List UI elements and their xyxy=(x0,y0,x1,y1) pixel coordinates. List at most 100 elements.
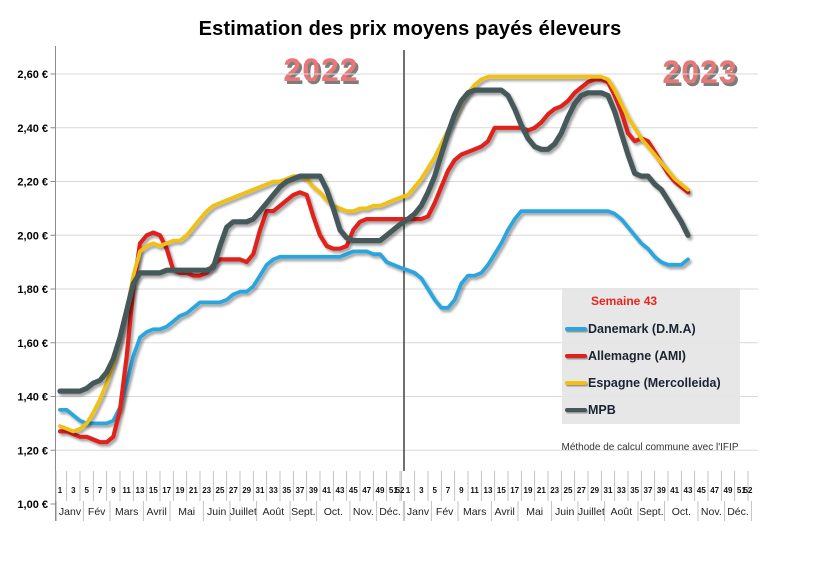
svg-text:51: 51 xyxy=(737,486,746,495)
svg-text:52: 52 xyxy=(396,486,405,495)
svg-text:7: 7 xyxy=(98,486,103,495)
svg-text:33: 33 xyxy=(269,486,278,495)
svg-text:13: 13 xyxy=(136,486,145,495)
svg-text:1: 1 xyxy=(406,486,411,495)
svg-text:15: 15 xyxy=(497,486,506,495)
legend-title: Semaine 43 xyxy=(591,294,658,308)
svg-text:43: 43 xyxy=(336,486,345,495)
series-mpb xyxy=(57,87,691,394)
month-labels: Janv Fév Mars Avril Mai Juin Juillet Août Sept. O… xyxy=(56,501,752,521)
svg-text:2,60 €: 2,60 € xyxy=(17,69,48,81)
mpb-line-swatch xyxy=(565,407,587,412)
svg-text:49: 49 xyxy=(724,486,733,495)
svg-text:Août: Août xyxy=(611,506,633,518)
svg-text:15: 15 xyxy=(149,486,158,495)
svg-text:1,00 €: 1,00 € xyxy=(17,499,48,511)
svg-text:Mai: Mai xyxy=(178,506,195,518)
svg-text:52: 52 xyxy=(744,486,753,495)
svg-text:47: 47 xyxy=(362,486,371,495)
legend-item-espagne: Espagne (Mercolleida) xyxy=(565,369,740,396)
svg-text:35: 35 xyxy=(282,486,291,495)
svg-text:17: 17 xyxy=(162,486,171,495)
svg-text:29: 29 xyxy=(590,486,599,495)
week-tick-labels: 1 3 5 7 9 11 13 15 17 19 21 23 25 27 29 31 33 35 37 39 41 43 4… xyxy=(58,486,753,495)
danemark-line-swatch xyxy=(565,326,587,331)
svg-text:Avril: Avril xyxy=(147,506,167,518)
svg-text:25: 25 xyxy=(564,486,573,495)
svg-text:2,20 €: 2,20 € xyxy=(17,177,48,189)
svg-text:29: 29 xyxy=(242,486,251,495)
legend-label: Danemark (D.M.A) xyxy=(588,321,696,336)
footnote: Méthode de calcul commune avec l'IFIP xyxy=(561,442,739,453)
svg-text:Déc.: Déc. xyxy=(727,506,749,518)
svg-text:21: 21 xyxy=(537,486,546,495)
svg-text:2,00 €: 2,00 € xyxy=(17,230,48,242)
svg-text:47: 47 xyxy=(710,486,719,495)
svg-text:45: 45 xyxy=(697,486,706,495)
svg-text:1,80 €: 1,80 € xyxy=(17,284,48,296)
legend-item-danemark: Danemark (D.M.A) xyxy=(565,315,740,342)
year-label-2022: 2022 xyxy=(283,52,359,88)
svg-text:37: 37 xyxy=(296,486,305,495)
svg-text:3: 3 xyxy=(419,486,424,495)
svg-text:Nov.: Nov. xyxy=(353,506,374,518)
svg-text:Janv: Janv xyxy=(407,506,430,518)
series-espagne-mercolleida xyxy=(58,74,690,434)
svg-text:11: 11 xyxy=(470,486,479,495)
svg-text:11: 11 xyxy=(122,486,131,495)
svg-text:Juin: Juin xyxy=(555,506,574,518)
svg-text:35: 35 xyxy=(630,486,639,495)
svg-text:9: 9 xyxy=(111,486,116,495)
svg-text:Fév: Fév xyxy=(88,506,106,518)
svg-text:Mars: Mars xyxy=(115,506,138,518)
legend-label: MPB xyxy=(588,402,616,417)
svg-text:Juillet: Juillet xyxy=(578,506,605,518)
svg-text:25: 25 xyxy=(216,486,225,495)
allemagne-line-swatch xyxy=(565,353,587,358)
svg-text:23: 23 xyxy=(550,486,559,495)
legend-label: Espagne (Mercolleida) xyxy=(588,375,721,390)
svg-text:Mai: Mai xyxy=(526,506,543,518)
svg-text:19: 19 xyxy=(524,486,533,495)
svg-text:5: 5 xyxy=(432,486,437,495)
svg-text:37: 37 xyxy=(644,486,653,495)
svg-text:Juillet: Juillet xyxy=(230,506,257,518)
svg-text:39: 39 xyxy=(657,486,666,495)
legend-item-mpb: MPB xyxy=(565,396,740,423)
svg-text:7: 7 xyxy=(446,486,451,495)
svg-text:Sept.: Sept. xyxy=(639,506,664,518)
svg-text:31: 31 xyxy=(604,486,613,495)
svg-text:51: 51 xyxy=(389,486,398,495)
svg-text:17: 17 xyxy=(510,486,519,495)
svg-text:9: 9 xyxy=(459,486,464,495)
svg-text:1,60 €: 1,60 € xyxy=(17,338,48,350)
svg-text:43: 43 xyxy=(684,486,693,495)
svg-text:Déc.: Déc. xyxy=(379,506,401,518)
svg-text:Nov.: Nov. xyxy=(701,506,722,518)
svg-text:13: 13 xyxy=(484,486,493,495)
chart-legend: Semaine 43 Danemark (D.M.A) Allemagne (A… xyxy=(562,288,740,424)
svg-text:Mars: Mars xyxy=(463,506,486,518)
svg-text:1,20 €: 1,20 € xyxy=(17,445,48,457)
espagne-line-swatch xyxy=(565,380,587,385)
svg-text:Août: Août xyxy=(263,506,285,518)
svg-text:27: 27 xyxy=(229,486,238,495)
svg-text:Fév: Fév xyxy=(436,506,454,518)
svg-text:41: 41 xyxy=(322,486,331,495)
svg-text:Oct.: Oct. xyxy=(672,506,691,518)
week-ticks xyxy=(55,471,749,501)
year-label-2023: 2023 xyxy=(662,54,738,90)
y-axis-labels: 2,60 € 2,40 € 2,20 € 2,00 € 1,80 € 1,60 € 1,40… xyxy=(17,69,48,511)
svg-text:33: 33 xyxy=(617,486,626,495)
svg-text:Janv: Janv xyxy=(59,506,82,518)
svg-text:27: 27 xyxy=(577,486,586,495)
svg-text:Oct.: Oct. xyxy=(324,506,343,518)
svg-text:49: 49 xyxy=(376,486,385,495)
svg-text:39: 39 xyxy=(309,486,318,495)
svg-text:1,40 €: 1,40 € xyxy=(17,392,48,404)
svg-text:5: 5 xyxy=(84,486,89,495)
series-danemark-d-m-a xyxy=(58,209,690,426)
svg-text:21: 21 xyxy=(189,486,198,495)
svg-text:1: 1 xyxy=(58,486,63,495)
